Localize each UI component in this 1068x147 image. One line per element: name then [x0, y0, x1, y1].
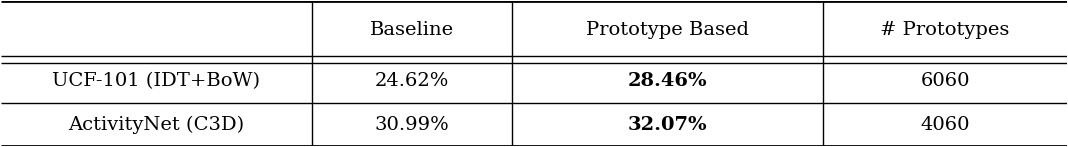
Text: 4060: 4060 — [921, 116, 970, 134]
Text: # Prototypes: # Prototypes — [880, 21, 1009, 39]
Text: 6060: 6060 — [921, 72, 970, 90]
Text: 32.07%: 32.07% — [628, 116, 707, 134]
Text: ActivityNet (C3D): ActivityNet (C3D) — [68, 116, 245, 134]
Text: 28.46%: 28.46% — [628, 72, 707, 90]
Text: 24.62%: 24.62% — [375, 72, 449, 90]
Text: UCF-101 (IDT+BoW): UCF-101 (IDT+BoW) — [52, 72, 261, 90]
Text: 30.99%: 30.99% — [375, 116, 450, 134]
Text: Baseline: Baseline — [370, 21, 454, 39]
Text: Prototype Based: Prototype Based — [586, 21, 749, 39]
